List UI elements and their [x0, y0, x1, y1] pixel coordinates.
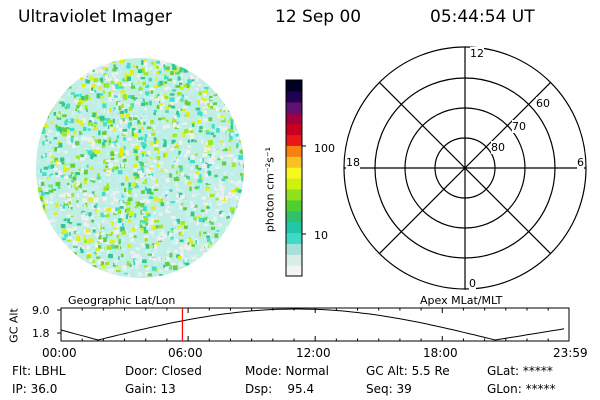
- colorbar-swatch: [286, 265, 302, 277]
- instrument-title: Ultraviolet Imager: [18, 7, 172, 27]
- colorbar-unit-label: photon cm⁻²s⁻¹: [263, 146, 277, 233]
- info-flt: Flt: LBHL: [12, 364, 66, 378]
- polar-label-0: 0: [469, 277, 476, 290]
- polar-mlt-plot: [343, 46, 587, 290]
- polar-ring-label-60: 60: [536, 97, 550, 110]
- strip-xtick-1200: 12:00: [296, 346, 331, 360]
- info-seq: Seq: 39: [366, 382, 412, 396]
- info-ip: IP: 36.0: [12, 382, 58, 396]
- polar-ring-label-70: 70: [512, 120, 526, 133]
- info-glon: GLon: *****: [487, 382, 556, 396]
- strip-right-title: Apex MLat/MLT: [420, 294, 503, 307]
- colorbar-swatch: [286, 145, 302, 157]
- info-door: Door: Closed: [125, 364, 202, 378]
- colorbar-swatch: [286, 112, 302, 125]
- colorbar-swatch: [286, 188, 302, 201]
- colorbar-swatch: [286, 123, 302, 136]
- strip-xtick-2359: 23:59: [553, 346, 588, 360]
- info-dsp: Dsp: 95.4: [245, 382, 315, 396]
- polar-ring-label-80: 80: [491, 141, 505, 154]
- colorbar-swatch: [286, 156, 302, 168]
- strip-xtick-0000: 00:00: [42, 346, 77, 360]
- colorbar-swatch: [286, 254, 302, 266]
- colorbar-tick-100: 100: [314, 142, 335, 155]
- info-glat: GLat: *****: [487, 364, 553, 378]
- colorbar-swatch: [286, 243, 302, 255]
- colorbar-swatch: [286, 101, 302, 114]
- altitude-strip-plot: [57, 307, 570, 342]
- strip-left-title: Geographic Lat/Lon: [68, 294, 176, 307]
- strip-xtick-0600: 06:00: [168, 346, 203, 360]
- strip-ytick-high: 9.0: [32, 304, 50, 317]
- polar-label-18: 18: [346, 156, 360, 169]
- colorbar-swatch: [286, 90, 302, 103]
- colorbar-swatch: [286, 210, 302, 223]
- colorbar-swatch: [286, 199, 302, 212]
- info-gc-alt: GC Alt: 5.5 Re: [366, 364, 450, 378]
- polar-label-6: 6: [577, 156, 584, 169]
- info-gain: Gain: 13: [125, 382, 176, 396]
- strip-axis-label: GC Alt: [7, 308, 21, 343]
- date-label: 12 Sep 00: [275, 7, 362, 27]
- colorbar-swatch: [286, 134, 302, 146]
- polar-diagonal-2: [378, 81, 552, 255]
- colorbar-swatch: [286, 80, 302, 92]
- colorbar: [285, 79, 306, 277]
- info-mode: Mode: Normal: [245, 364, 329, 378]
- polar-label-12: 12: [470, 47, 484, 60]
- colorbar-swatch: [286, 178, 302, 190]
- time-label: 05:44:54 UT: [430, 7, 535, 27]
- colorbar-tick-10: 10: [314, 229, 328, 242]
- altitude-curve: [60, 308, 565, 341]
- uv-image-disk: [36, 58, 244, 278]
- colorbar-swatch: [286, 221, 302, 234]
- strip-ytick-low: 1.8: [32, 327, 50, 340]
- strip-xtick-1800: 18:00: [423, 346, 458, 360]
- colorbar-swatch: [286, 167, 302, 179]
- colorbar-swatch: [286, 232, 302, 244]
